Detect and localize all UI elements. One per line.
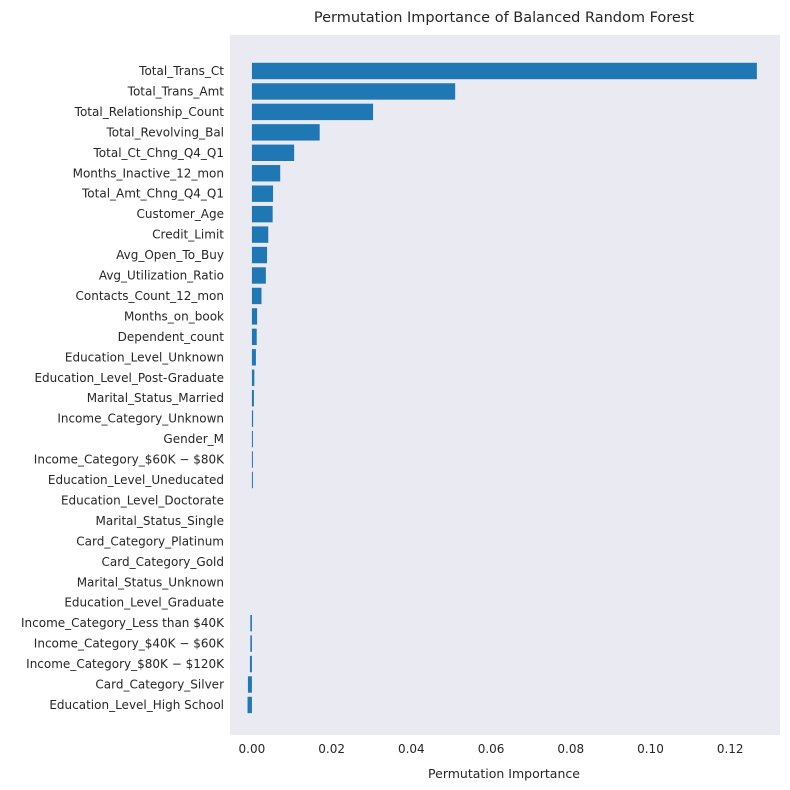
- bar-13: [251, 328, 257, 346]
- y-tick-label: Income_Category_$60K − $80K: [34, 453, 225, 467]
- bar-18: [251, 430, 253, 448]
- y-tick-label: Education_Level_Post-Graduate: [34, 371, 224, 385]
- y-tick-label: Education_Level_High School: [49, 698, 224, 712]
- y-tick-label: Marital_Status_Single: [96, 514, 225, 528]
- x-tick-label: 0.02: [318, 742, 345, 756]
- y-tick-label: Total_Relationship_Count: [74, 105, 225, 119]
- y-tick-label: Marital_Status_Married: [87, 391, 224, 405]
- y-tick-label: Avg_Utilization_Ratio: [99, 269, 224, 283]
- y-tick-label: Total_Trans_Amt: [127, 84, 225, 98]
- bar-20: [251, 471, 253, 489]
- x-axis-label: Permutation Importance: [428, 766, 580, 781]
- y-tick-label: Card_Category_Gold: [102, 555, 224, 569]
- x-tick-labels: 0.00 0.02 0.04 0.06 0.08 0.10 0.12: [239, 742, 744, 756]
- y-tick-label: Credit_Limit: [152, 228, 224, 242]
- y-tick-label: Card_Category_Silver: [95, 678, 224, 692]
- y-tick-label: Education_Level_Doctorate: [61, 493, 224, 507]
- y-tick-label: Dependent_count: [118, 330, 225, 344]
- bar-9: [251, 246, 268, 264]
- y-tick-label: Education_Level_Unknown: [65, 350, 224, 364]
- bar-5: [251, 165, 281, 182]
- bar-17: [251, 410, 254, 427]
- bar-2: [251, 103, 374, 121]
- y-tick-label: Total_Trans_Ct: [138, 64, 224, 78]
- y-tick-label: Card_Category_Platinum: [76, 534, 224, 548]
- y-tick-label: Marital_Status_Unknown: [77, 575, 224, 589]
- bar-11: [251, 287, 262, 305]
- y-tick-label: Months_on_book: [124, 309, 224, 323]
- bar-16: [251, 390, 254, 407]
- y-tick-label: Gender_M: [163, 432, 224, 446]
- bar-1: [251, 83, 456, 100]
- y-tick-label: Education_Level_Uneducated: [48, 473, 224, 487]
- bar-27: [250, 614, 252, 632]
- bar-12: [251, 308, 258, 325]
- bar-0: [251, 62, 757, 80]
- y-tick-label: Income_Category_$40K − $60K: [34, 637, 225, 651]
- bars-group: [247, 62, 757, 714]
- y-tick-label: Avg_Open_To_Buy: [116, 248, 224, 262]
- bar-14: [251, 349, 256, 366]
- bar-29: [249, 655, 252, 673]
- chart-title: Permutation Importance of Balanced Rando…: [314, 10, 695, 26]
- bar-15: [251, 369, 255, 386]
- y-tick-label: Total_Amt_Chng_Q4_Q1: [81, 187, 224, 201]
- bar-7: [251, 205, 273, 223]
- y-tick-label: Customer_Age: [137, 207, 225, 221]
- y-tick-label: Total_Ct_Chng_Q4_Q1: [93, 146, 224, 160]
- x-tick-label: 0.04: [398, 742, 425, 756]
- y-tick-label: Income_Category_Unknown: [57, 412, 224, 426]
- bar-3: [251, 124, 320, 141]
- plot-area: [230, 35, 780, 735]
- y-tick-label: Total_Revolving_Bal: [105, 125, 224, 139]
- x-tick-label: 0.06: [478, 742, 505, 756]
- x-tick-label: 0.08: [557, 742, 584, 756]
- bar-30: [247, 676, 252, 693]
- y-tick-label: Income_Category_$80K − $120K: [26, 657, 225, 671]
- x-tick-label: 0.00: [239, 742, 266, 756]
- bar-8: [251, 226, 269, 243]
- bar-19: [251, 451, 253, 468]
- bar-4: [251, 144, 295, 161]
- x-tick-label: 0.12: [717, 742, 744, 756]
- bar-31: [247, 696, 252, 714]
- bar-6: [251, 185, 274, 202]
- bar-28: [250, 635, 252, 652]
- bar-10: [251, 267, 266, 284]
- y-tick-label: Contacts_Count_12_mon: [76, 289, 224, 303]
- y-tick-label: Months_Inactive_12_mon: [73, 166, 224, 180]
- x-tick-label: 0.10: [637, 742, 664, 756]
- y-tick-label: Income_Category_Less than $40K: [21, 616, 225, 630]
- y-tick-label: Education_Level_Graduate: [64, 596, 224, 610]
- y-tick-labels: Total_Trans_Ct Total_Trans_Amt Total_Relat…: [21, 64, 225, 712]
